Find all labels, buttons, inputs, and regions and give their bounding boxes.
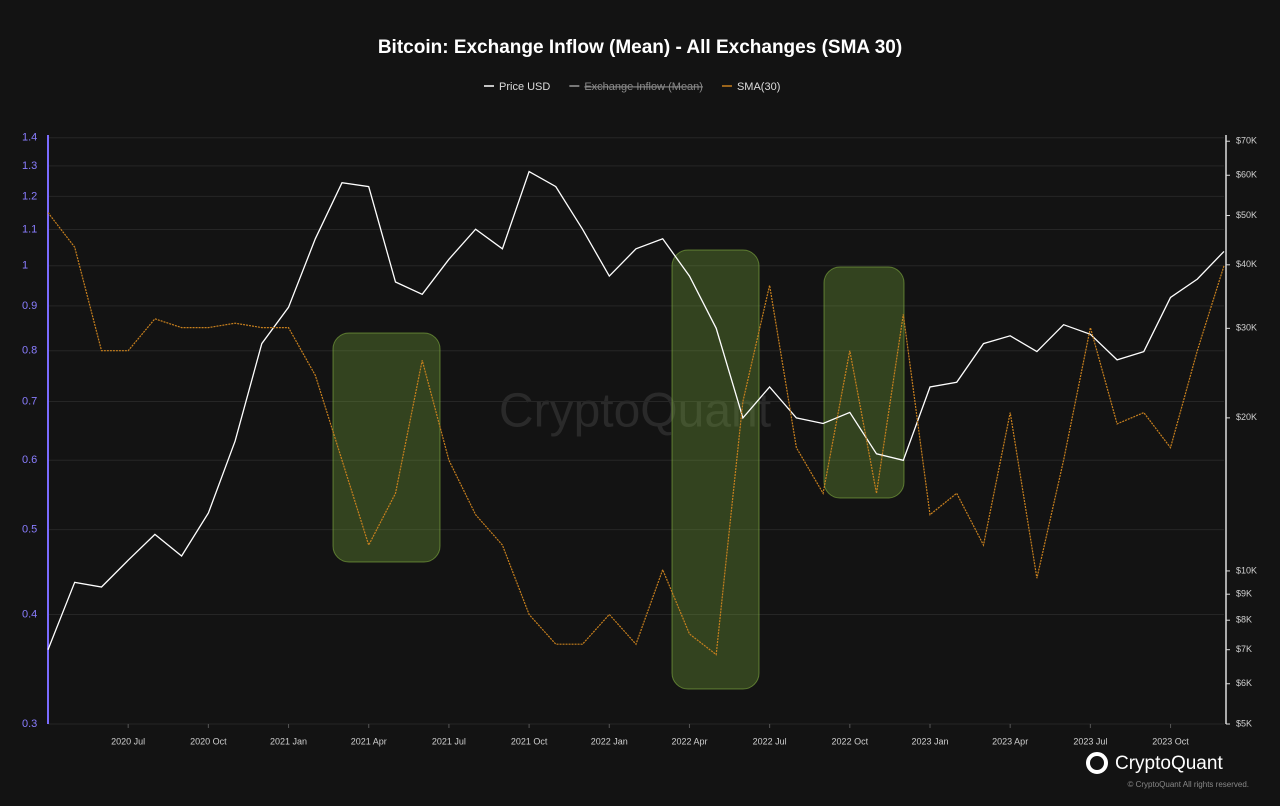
brand-logo — [1086, 752, 1108, 774]
y-tick-label: 1.1 — [22, 223, 37, 235]
y2-tick-label: $6K — [1236, 678, 1252, 688]
y-tick-label: 0.7 — [22, 395, 37, 407]
y2-tick-label: $40K — [1236, 259, 1257, 269]
highlight-box — [332, 332, 441, 563]
y2-tick-label: $50K — [1236, 210, 1257, 220]
x-tick-label: 2020 Oct — [190, 736, 227, 746]
y-tick-label: 0.5 — [22, 523, 37, 535]
watermark: CryptoQuant — [499, 385, 771, 438]
y2-tick-label: $5K — [1236, 718, 1252, 728]
y-tick-label: 1.2 — [22, 190, 37, 202]
y-tick-label: 0.9 — [22, 300, 37, 312]
x-tick-label: 2023 Oct — [1152, 736, 1189, 746]
highlights — [332, 249, 905, 690]
y-tick-label: 1.3 — [22, 160, 37, 172]
x-tick-label: 2022 Oct — [832, 736, 869, 746]
legend-label[interactable]: Price USD — [499, 81, 550, 93]
y2-tick-label: $70K — [1236, 136, 1257, 146]
x-tick-label: 2021 Apr — [351, 736, 387, 746]
x-tick-label: 2022 Jul — [753, 736, 787, 746]
y-tick-label: 1.4 — [22, 132, 37, 144]
x-tick-label: 2022 Jan — [591, 736, 628, 746]
highlight-box — [823, 266, 905, 499]
brand: CryptoQuant — [1115, 753, 1223, 774]
chart-title: Bitcoin: Exchange Inflow (Mean) - All Ex… — [378, 37, 902, 58]
y-tick-label: 1 — [22, 260, 28, 272]
y2-tick-label: $30K — [1236, 323, 1257, 333]
x-tick-label: 2023 Apr — [992, 736, 1028, 746]
highlight-box — [671, 249, 760, 690]
series-line — [47, 212, 1225, 656]
x-tick-label: 2021 Jan — [270, 736, 307, 746]
legend-label[interactable]: Exchange Inflow (Mean) — [584, 81, 703, 93]
x-tick-label: 2023 Jul — [1073, 736, 1107, 746]
y2-tick-label: $10K — [1236, 565, 1257, 575]
y2-tick-label: $7K — [1236, 644, 1252, 654]
copyright: © CryptoQuant All rights reserved. — [1128, 780, 1250, 789]
y2-tick-label: $60K — [1236, 170, 1257, 180]
y-tick-label: 0.3 — [22, 718, 37, 730]
y2-tick-label: $20K — [1236, 412, 1257, 422]
y-tick-label: 0.4 — [22, 608, 37, 620]
series-line — [47, 170, 1225, 650]
y2-tick-label: $9K — [1236, 589, 1252, 599]
x-tick-label: 2021 Oct — [511, 736, 548, 746]
y-tick-label: 0.8 — [22, 345, 37, 357]
x-tick-label: 2020 Jul — [111, 736, 145, 746]
legend-label[interactable]: SMA(30) — [737, 81, 780, 93]
y2-tick-label: $8K — [1236, 615, 1252, 625]
x-tick-label: 2022 Apr — [671, 736, 707, 746]
y-tick-label: 0.6 — [22, 454, 37, 466]
x-tick-label: 2021 Jul — [432, 736, 466, 746]
x-tick-label: 2023 Jan — [911, 736, 948, 746]
